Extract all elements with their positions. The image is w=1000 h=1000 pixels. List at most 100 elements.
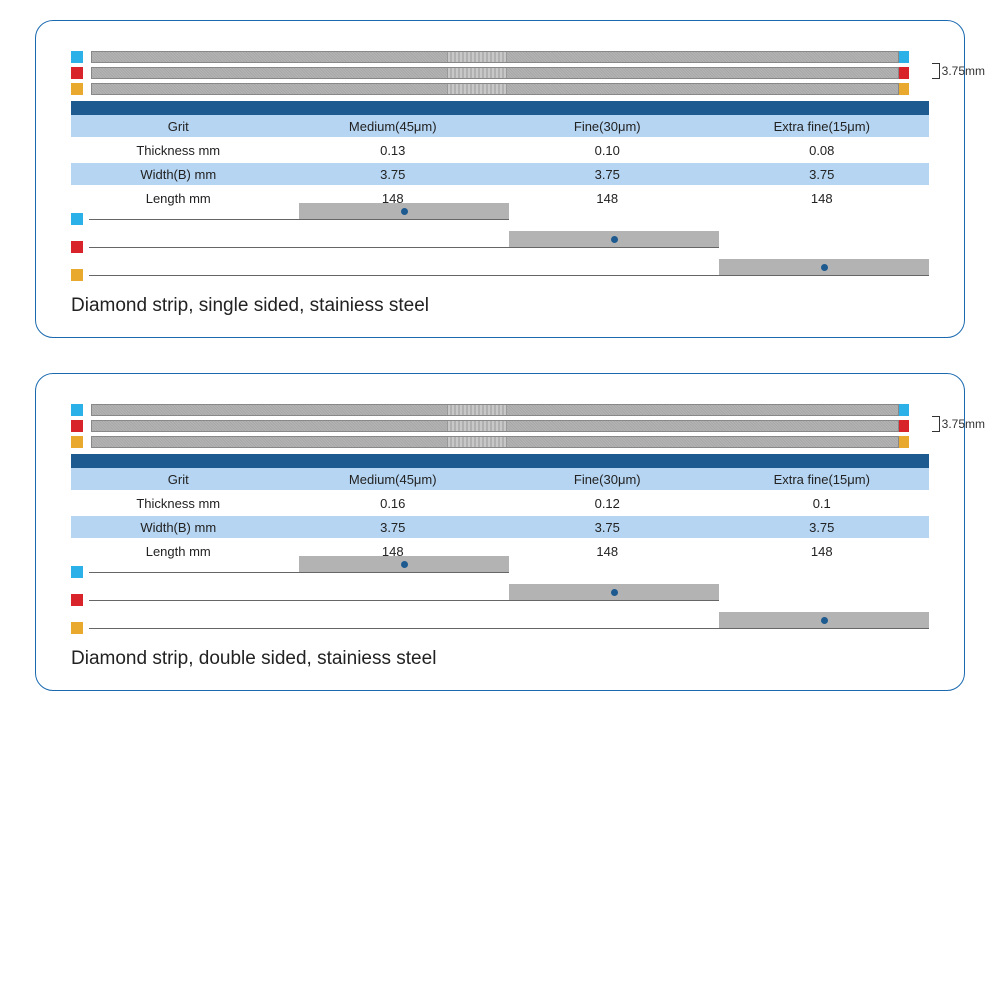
color-swatch (71, 51, 83, 63)
grit-baseline (89, 572, 509, 573)
table-cell: Length mm (71, 540, 286, 562)
strip-center-segment (447, 68, 507, 78)
product-panel: 3.75mm GritMedium(45μm)Fine(30μm)Extra fi… (35, 20, 965, 338)
table-cell: Thickness mm (71, 139, 286, 161)
grit-dot-icon (611, 589, 618, 596)
table-header-row: GritMedium(45μm)Fine(30μm)Extra fine(15μ… (71, 115, 929, 137)
color-swatch (71, 67, 83, 79)
strip-body (91, 420, 899, 432)
section-divider-bar (71, 454, 929, 468)
grit-dot-icon (611, 236, 618, 243)
grit-fill (719, 259, 929, 275)
strips-illustration: 3.75mm (71, 404, 929, 448)
grit-bar-row (71, 564, 929, 580)
grit-fill (509, 231, 719, 247)
grit-bar-row (71, 620, 929, 636)
strip-row (71, 436, 909, 448)
strip-body (91, 404, 899, 416)
grit-bar-row (71, 592, 929, 608)
grit-color-swatch (71, 566, 83, 578)
table-header-cell: Grit (71, 468, 286, 490)
strip-end-swatch (899, 404, 909, 416)
table-row: Width(B) mm3.753.753.75 (71, 516, 929, 538)
table-cell: Width(B) mm (71, 163, 286, 185)
strip-end-swatch (899, 51, 909, 63)
grit-bar-row (71, 267, 929, 283)
table-cell: 0.13 (286, 139, 501, 161)
table-cell: 148 (500, 540, 715, 562)
table-cell: 0.1 (715, 492, 930, 514)
grit-baseline (89, 219, 509, 220)
strip-end-swatch (899, 67, 909, 79)
strip-row (71, 404, 909, 416)
dimension-label: 3.75mm (932, 416, 985, 432)
table-cell: 3.75 (715, 516, 930, 538)
strip-row (71, 83, 909, 95)
table-header-cell: Extra fine(15μm) (715, 468, 930, 490)
strip-body (91, 67, 899, 79)
strip-end-swatch (899, 420, 909, 432)
grit-dot-icon (401, 561, 408, 568)
strip-center-segment (447, 437, 507, 447)
table-cell: 0.16 (286, 492, 501, 514)
table-cell: 3.75 (286, 163, 501, 185)
strip-row (71, 67, 909, 79)
grit-fill (509, 584, 719, 600)
table-cell: 0.10 (500, 139, 715, 161)
strip-row (71, 51, 909, 63)
grit-baseline (89, 600, 719, 601)
grit-bar-row (71, 239, 929, 255)
grit-baseline (89, 275, 929, 276)
strip-center-segment (447, 421, 507, 431)
table-header-cell: Medium(45μm) (286, 468, 501, 490)
color-swatch (71, 83, 83, 95)
dimension-text: 3.75mm (942, 417, 985, 431)
strip-end-swatch (899, 83, 909, 95)
table-row: Thickness mm0.160.120.1 (71, 492, 929, 514)
strip-center-segment (447, 84, 507, 94)
table-header-cell: Extra fine(15μm) (715, 115, 930, 137)
table-cell: Length mm (71, 187, 286, 209)
grit-dot-icon (401, 208, 408, 215)
table-cell: Width(B) mm (71, 516, 286, 538)
spec-table: GritMedium(45μm)Fine(30μm)Extra fine(15μ… (71, 468, 929, 562)
strip-body (91, 51, 899, 63)
grit-dot-icon (821, 264, 828, 271)
grit-color-swatch (71, 241, 83, 253)
grit-color-swatch (71, 213, 83, 225)
grit-baseline (89, 247, 719, 248)
dimension-text: 3.75mm (942, 64, 985, 78)
table-cell: 3.75 (500, 516, 715, 538)
color-swatch (71, 420, 83, 432)
table-header-cell: Grit (71, 115, 286, 137)
table-cell: 148 (715, 540, 930, 562)
dimension-label: 3.75mm (932, 63, 985, 79)
strip-body (91, 83, 899, 95)
table-cell: 3.75 (500, 163, 715, 185)
strip-center-segment (447, 52, 507, 62)
grit-dot-icon (821, 617, 828, 624)
grit-fill (299, 203, 509, 219)
panel-caption: Diamond strip, single sided, stainiess s… (71, 295, 929, 317)
grit-fill (299, 556, 509, 572)
spec-table: GritMedium(45μm)Fine(30μm)Extra fine(15μ… (71, 115, 929, 209)
grit-color-swatch (71, 269, 83, 281)
table-row: Width(B) mm3.753.753.75 (71, 163, 929, 185)
table-cell: Thickness mm (71, 492, 286, 514)
table-cell: 3.75 (715, 163, 930, 185)
strips-illustration: 3.75mm (71, 51, 929, 95)
strip-body (91, 436, 899, 448)
color-swatch (71, 436, 83, 448)
table-header-cell: Medium(45μm) (286, 115, 501, 137)
section-divider-bar (71, 101, 929, 115)
grit-color-swatch (71, 594, 83, 606)
table-cell: 148 (500, 187, 715, 209)
color-swatch (71, 404, 83, 416)
grit-bars (71, 564, 929, 636)
grit-fill (719, 612, 929, 628)
table-cell: 0.12 (500, 492, 715, 514)
table-header-cell: Fine(30μm) (500, 468, 715, 490)
grit-baseline (89, 628, 929, 629)
table-header-row: GritMedium(45μm)Fine(30μm)Extra fine(15μ… (71, 468, 929, 490)
table-cell: 3.75 (286, 516, 501, 538)
